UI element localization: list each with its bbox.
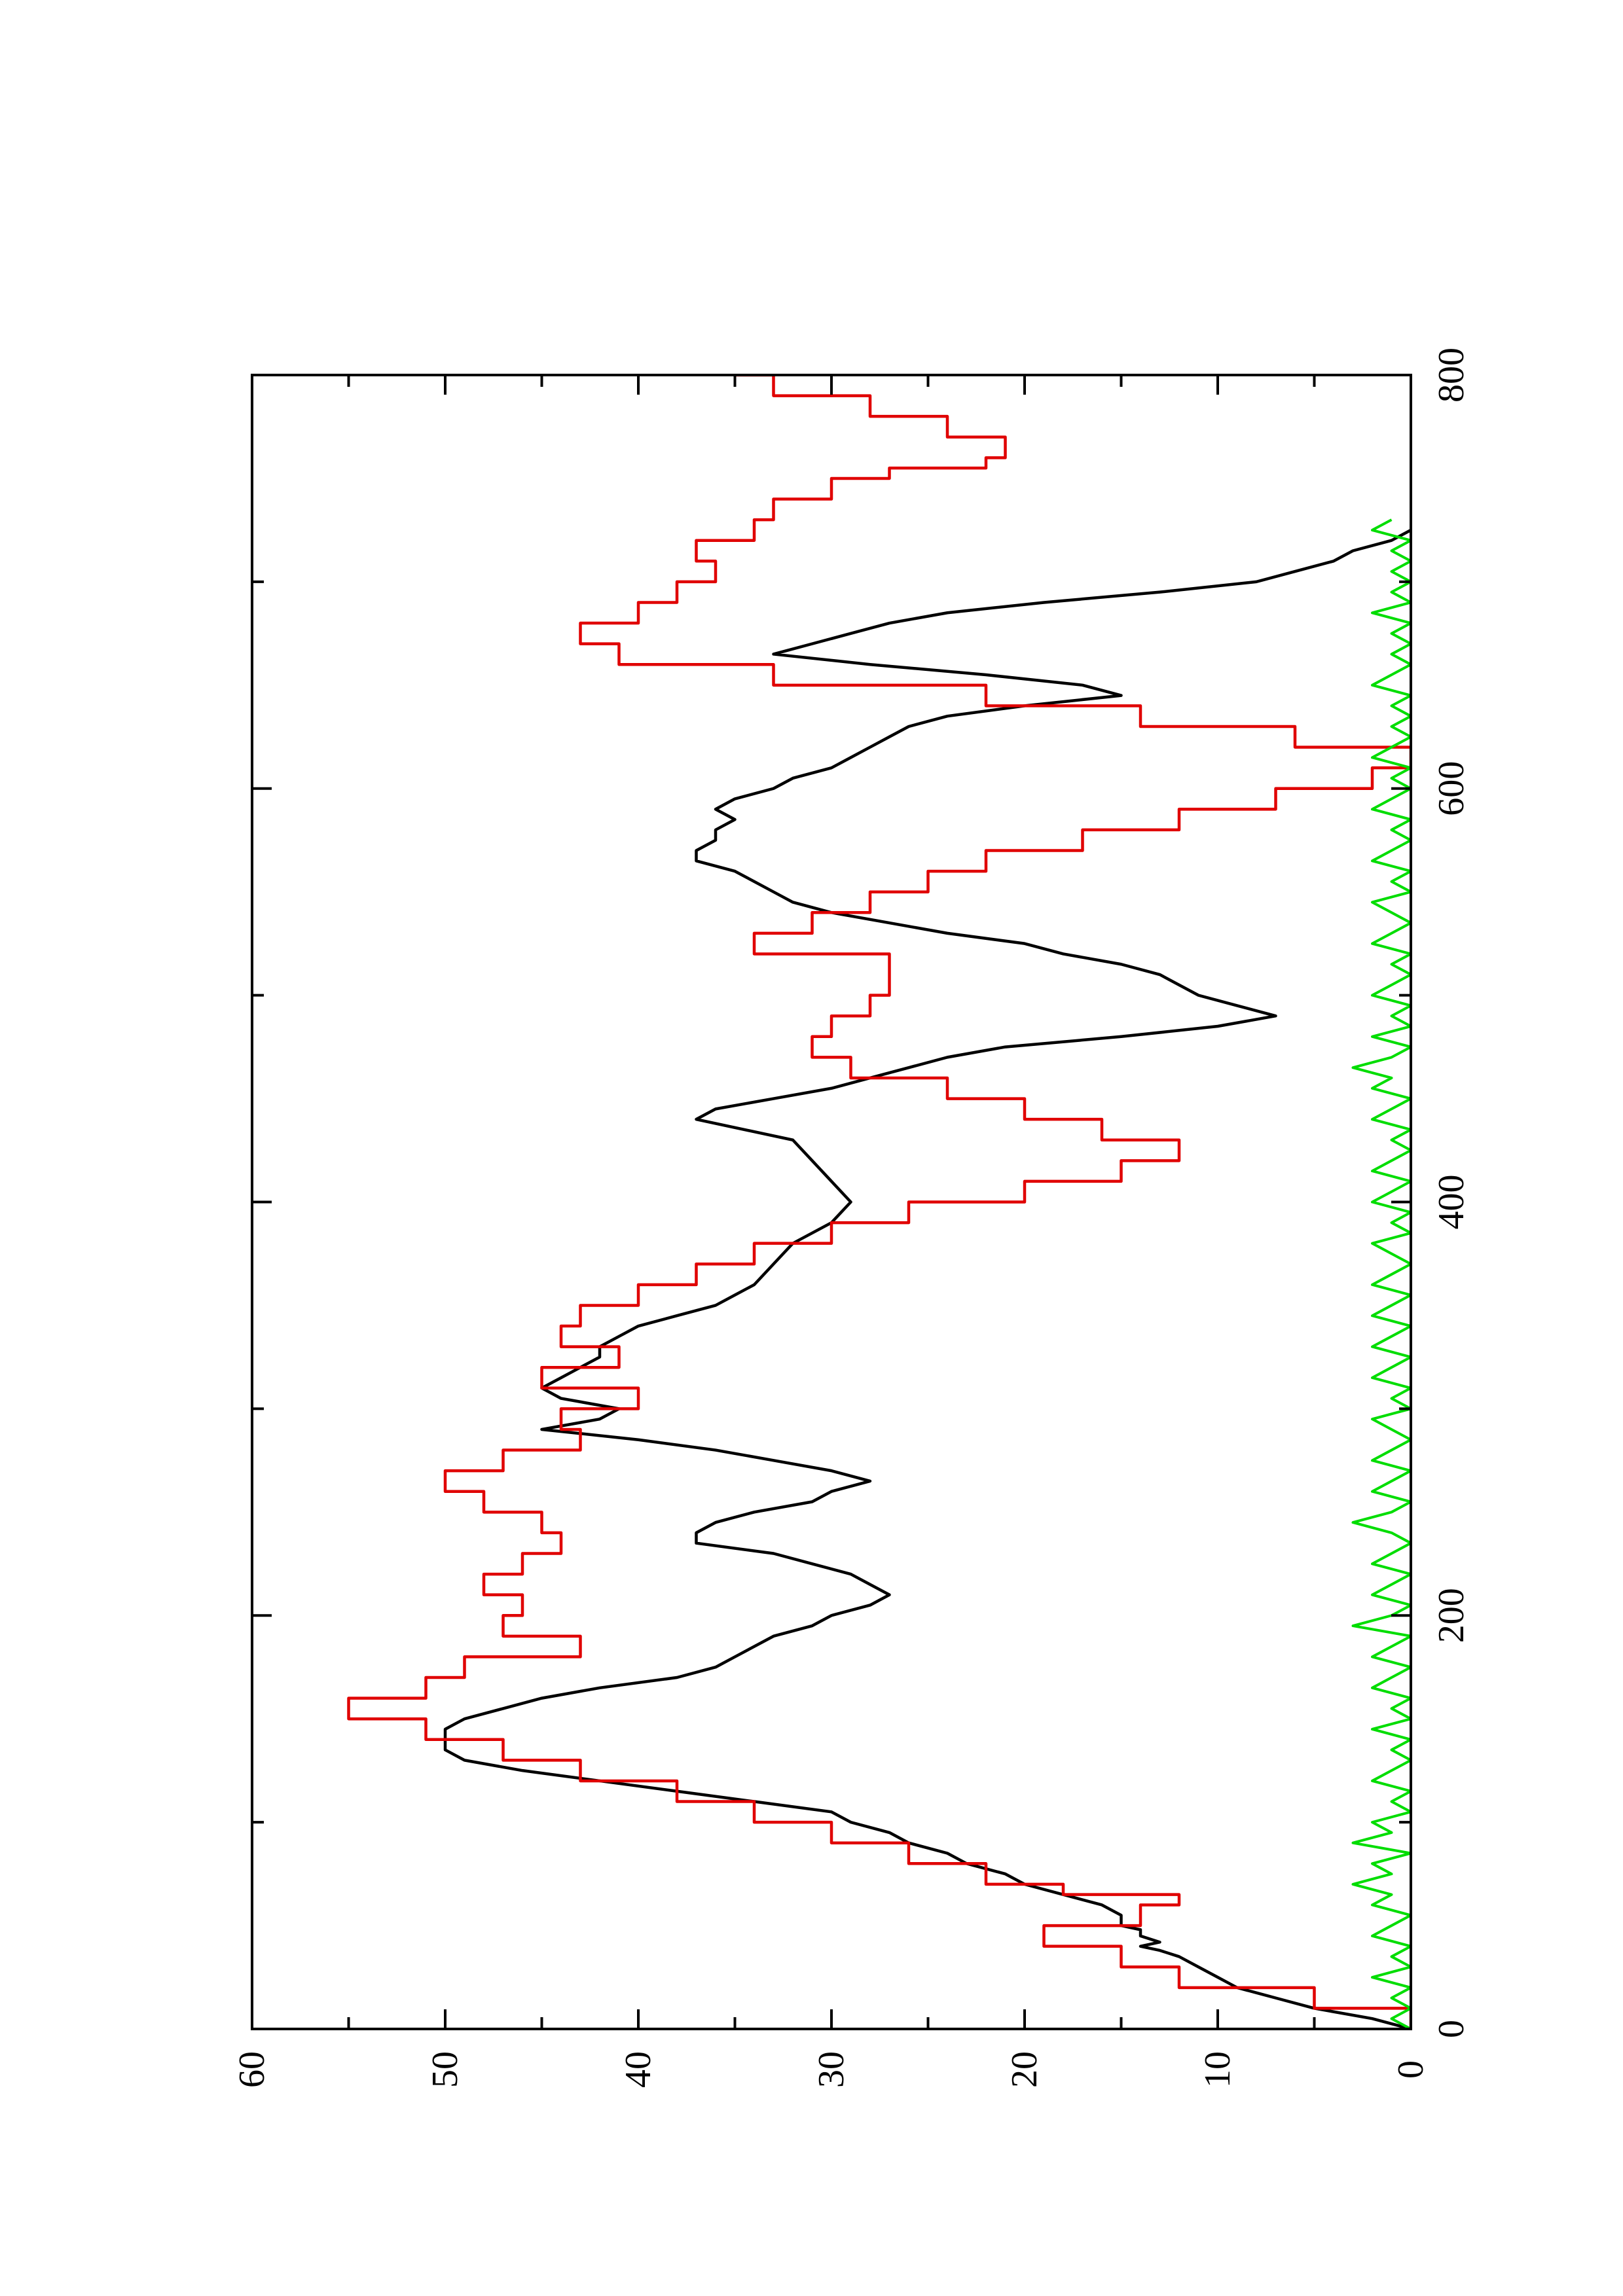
y-tick-label: 10 <box>1197 2051 1238 2088</box>
ticks-layer <box>251 374 1412 2030</box>
y-tick-label: 50 <box>425 2051 465 2088</box>
x-tick-label: 600 <box>1431 761 1472 816</box>
y-tick-label: 60 <box>232 2051 272 2088</box>
x-tick-label: 800 <box>1431 348 1472 403</box>
y-tick-label: 0 <box>1391 2060 1431 2079</box>
y-tick-label: 40 <box>618 2051 659 2088</box>
series-layer <box>347 375 1411 2029</box>
y-tick-label: 20 <box>1004 2051 1045 2088</box>
series-line-3 <box>1351 518 1411 2029</box>
x-tick-label: 0 <box>1431 2020 1472 2038</box>
y-tick-label: 30 <box>811 2051 852 2088</box>
x-tick-label: 400 <box>1431 1175 1472 1230</box>
labels-layer: 0 200 400 600 800 0 10 20 30 40 50 60 <box>232 348 1472 2088</box>
series-line-2 <box>347 375 1411 2029</box>
x-tick-label: 200 <box>1431 1588 1472 1643</box>
series-line-1 <box>443 528 1411 2029</box>
plot-frame <box>251 374 1412 2030</box>
